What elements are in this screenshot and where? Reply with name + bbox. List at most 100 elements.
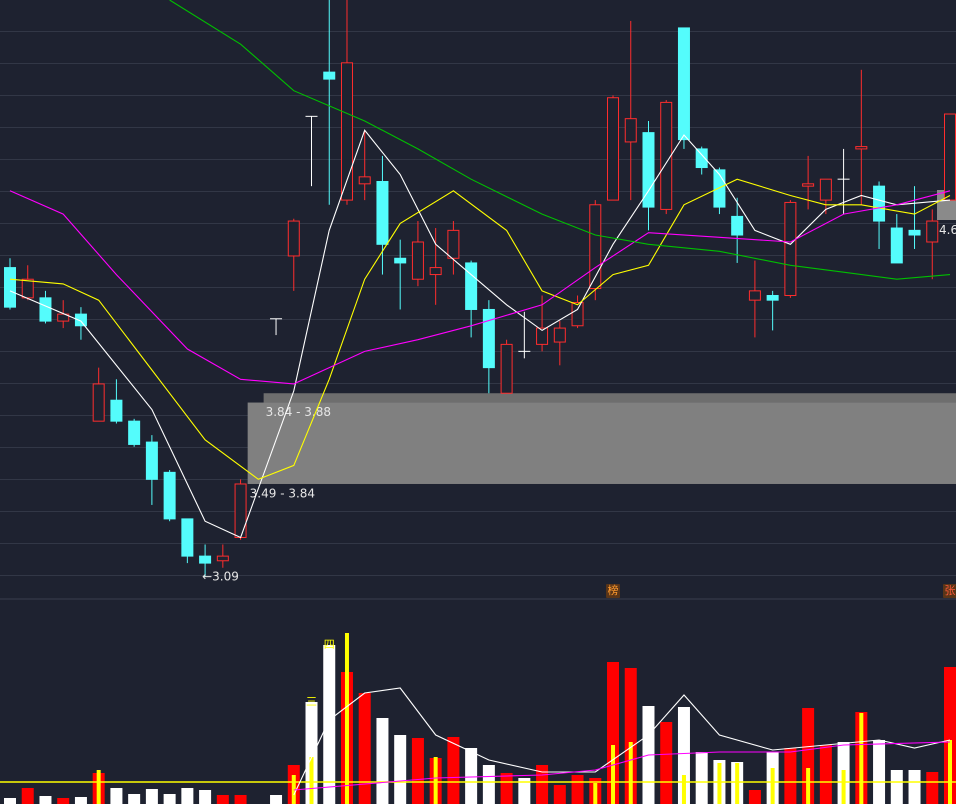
candle-body: [553, 327, 566, 343]
volume-bar: [802, 708, 815, 804]
candle-body: [465, 262, 478, 310]
volume-bar: [518, 778, 531, 804]
volume-bar: [376, 718, 389, 804]
candle-body: [323, 71, 336, 80]
volume-bar: [624, 668, 637, 804]
moving-average-line: [9, 178, 951, 480]
secondary-volume-bar: [433, 757, 438, 804]
volume-bar: [873, 740, 886, 804]
event-marker: 榜: [608, 583, 619, 597]
candle-body: [926, 220, 939, 243]
volume-bar: [181, 788, 194, 804]
last-price-tag: 4.6: [939, 223, 956, 237]
candle-body: [571, 301, 584, 327]
volume-bar: [145, 789, 158, 804]
candle-body: [429, 267, 442, 276]
candle-body: [713, 169, 726, 208]
candle-body: [695, 148, 708, 169]
zone-label: 3.84 - 3.88: [266, 405, 331, 419]
secondary-volume-bar: [806, 768, 811, 804]
volume-bar: [234, 795, 247, 804]
volume-bar: [270, 795, 283, 804]
secondary-volume-bar: [344, 633, 349, 804]
secondary-volume-bar: [770, 768, 775, 804]
low-price-label: ←3.09: [202, 570, 239, 584]
candle-body: [74, 313, 87, 327]
volume-bar: [571, 775, 584, 804]
volume-bar: [908, 770, 921, 804]
volume-bar: [74, 797, 87, 804]
candle-body: [110, 399, 123, 422]
secondary-volume-bar: [681, 775, 686, 804]
moving-average-line: [293, 741, 951, 791]
volume-bar: [358, 693, 371, 804]
volume-bar: [607, 662, 620, 804]
candle-body: [287, 220, 300, 257]
candle-body: [358, 176, 371, 185]
candle-body: [855, 146, 868, 150]
secondary-volume-bar: [593, 783, 598, 804]
volume-bar: [57, 798, 70, 804]
volume-bar: [323, 645, 336, 804]
candle-body: [234, 483, 247, 539]
candle-body: [607, 97, 620, 201]
secondary-volume-bar: [859, 713, 864, 804]
secondary-volume-bar: [628, 742, 633, 804]
event-marker-box: [943, 584, 956, 598]
candle-body: [731, 215, 744, 236]
candle-body: [482, 308, 495, 369]
candle-body: [677, 27, 690, 141]
volume-bar: [660, 722, 673, 804]
secondary-volume-bar: [96, 770, 101, 804]
candle-body: [536, 327, 549, 345]
volume-bar: [819, 745, 832, 804]
candle-body: [181, 518, 194, 557]
candle-body: [21, 278, 34, 299]
candle-body: [873, 185, 886, 222]
volume-bar: [944, 667, 956, 804]
candle-body: [199, 555, 212, 564]
volume-bar: [394, 735, 407, 804]
candle-body: [784, 201, 797, 297]
volume-bar: [4, 798, 16, 804]
event-marker-box: [606, 584, 621, 598]
secondary-volume-bar: [948, 740, 952, 804]
volume-annotation: 三: [306, 695, 317, 708]
event-marker: 张: [945, 584, 956, 597]
volume-bar: [890, 770, 903, 804]
volume-annotation: 四: [324, 638, 335, 651]
candle-body: [216, 555, 229, 562]
volume-bar: [21, 788, 34, 804]
candle-body: [145, 441, 158, 480]
candle-body: [163, 471, 176, 520]
candle-body: [819, 178, 832, 201]
volume-bar: [553, 785, 566, 804]
candle-body: [500, 343, 513, 394]
candle-body: [748, 290, 761, 301]
secondary-volume-bar: [735, 763, 740, 804]
volume-bar: [128, 794, 141, 804]
volume-bar: [482, 765, 495, 804]
candle-body: [411, 241, 424, 280]
candle-body: [92, 383, 105, 422]
candle-body: [890, 227, 903, 264]
volume-bar: [748, 790, 761, 804]
volume-bar: [216, 795, 229, 804]
volume-bar: [500, 773, 513, 804]
volume-bar: [677, 707, 690, 804]
candle-body: [766, 295, 779, 301]
candle-body: [660, 101, 673, 210]
volume-bar: [926, 772, 939, 804]
secondary-volume-bar: [309, 757, 314, 804]
secondary-volume-bar: [611, 745, 616, 804]
volume-bar: [695, 752, 708, 804]
page: [0, 0, 956, 598]
volume-bar: [199, 790, 212, 804]
volume-bar: [163, 794, 176, 804]
candle-body: [376, 180, 389, 245]
price-zone: [247, 402, 956, 484]
volume-bar: [784, 748, 797, 804]
volume-bar: [110, 788, 123, 804]
candle-body: [908, 229, 921, 236]
moving-average-line: [9, 190, 951, 385]
